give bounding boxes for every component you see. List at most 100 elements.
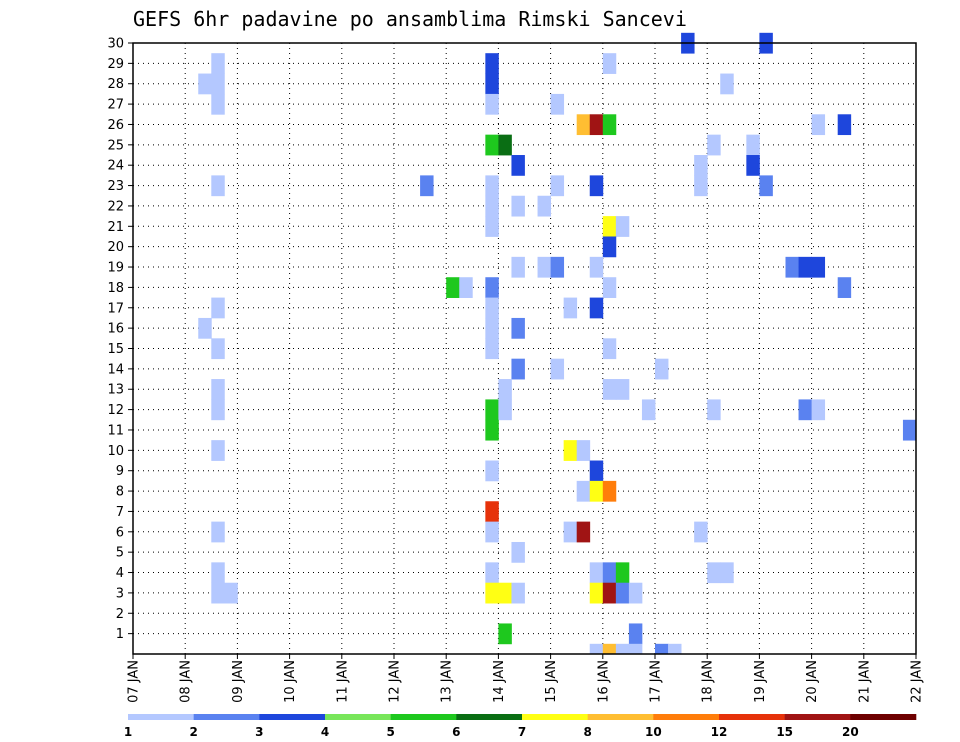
heatmap-cell <box>746 155 760 176</box>
heatmap-cell <box>602 216 617 237</box>
y-tick-label: 14 <box>107 362 124 377</box>
heatmap-cell <box>211 582 225 604</box>
y-tick-label: 10 <box>107 444 124 459</box>
y-tick-label: 9 <box>116 464 124 479</box>
y-tick-label: 7 <box>116 505 124 520</box>
y-tick-label: 21 <box>107 220 124 235</box>
y-tick-label: 24 <box>107 159 124 174</box>
y-tick-label: 25 <box>107 138 124 153</box>
y-tick-label: 13 <box>107 383 124 398</box>
heatmap-cell <box>485 582 499 604</box>
heatmap-cell <box>707 562 721 584</box>
heatmap-cell <box>498 399 512 421</box>
heatmap-cell <box>602 277 617 298</box>
heatmap-cell <box>694 521 708 543</box>
heatmap-cell <box>511 541 525 563</box>
heatmap-cell <box>198 317 212 339</box>
colorbar-segment <box>653 714 720 720</box>
colorbar-segment <box>522 714 588 720</box>
heatmap-cell <box>511 317 525 339</box>
y-tick-label: 26 <box>107 118 124 133</box>
colorbar-segment <box>587 714 654 720</box>
heatmap-cell <box>811 399 826 421</box>
heatmap-cell <box>485 501 499 523</box>
heatmap-cell <box>537 256 551 278</box>
heatmap-cell <box>211 562 225 584</box>
y-tick-label: 17 <box>107 301 124 316</box>
heatmap-cell <box>550 93 565 115</box>
heatmap-cell <box>589 562 604 584</box>
x-tick-label: 21 JAN <box>857 660 872 703</box>
colorbar-segment <box>719 714 785 720</box>
heatmap-cell <box>485 338 499 360</box>
heatmap-cell <box>837 114 852 136</box>
x-tick-label: 20 JAN <box>805 660 820 703</box>
colorbar-label: 5 <box>386 725 394 739</box>
heatmap-cell <box>798 256 812 278</box>
heatmap-cell <box>498 623 512 645</box>
heatmap-cell <box>211 93 225 115</box>
colorbar-segment <box>193 714 260 720</box>
heatmap-cell <box>746 134 760 156</box>
heatmap-cell <box>589 582 604 604</box>
heatmap-cell <box>563 521 578 543</box>
heatmap-cell <box>576 480 591 502</box>
y-tick-label: 12 <box>107 403 124 418</box>
heatmap-cell <box>485 297 499 319</box>
colorbar-segment <box>390 714 457 720</box>
colorbar-label: 3 <box>255 725 263 739</box>
y-axis-ticks: 1234567891011121314151617181920212223242… <box>107 37 133 642</box>
heatmap-cell <box>707 399 721 421</box>
colorbar-segment <box>259 714 326 720</box>
y-tick-label: 29 <box>107 57 124 72</box>
heatmap-cell <box>589 256 604 278</box>
heatmap-cell <box>641 399 656 421</box>
heatmap-cell <box>615 379 630 400</box>
colorbar-label: 8 <box>583 725 591 739</box>
colorbar-label: 15 <box>776 725 793 739</box>
colorbar-segment <box>325 714 391 720</box>
heatmap-cell <box>485 419 499 441</box>
y-tick-label: 11 <box>107 423 124 438</box>
y-tick-label: 2 <box>116 607 124 622</box>
colorbar-segment <box>456 714 523 720</box>
heatmap-cell <box>485 175 499 197</box>
heatmap-cell <box>211 73 225 95</box>
colorbar-segment <box>784 714 851 720</box>
heatmap-cell <box>785 256 799 278</box>
heatmap-cell <box>628 582 643 604</box>
heatmap-cell <box>602 480 617 502</box>
heatmap-cell <box>211 521 225 543</box>
colorbar-label: 1 <box>124 725 132 739</box>
heatmap-cell <box>615 562 630 584</box>
heatmap-cell <box>211 399 225 421</box>
heatmap-cell <box>537 195 551 217</box>
heatmap-cell <box>563 440 578 461</box>
heatmap-cell <box>550 256 565 278</box>
heatmap-cell <box>485 73 499 95</box>
y-tick-label: 27 <box>107 98 124 113</box>
heatmap-cell <box>211 338 225 360</box>
heatmap-cell <box>602 53 617 74</box>
colorbar-label: 4 <box>321 725 329 739</box>
heatmap-cell <box>694 175 708 197</box>
heatmap-cell <box>615 582 630 604</box>
heatmap-cell <box>485 277 499 298</box>
heatmap-cell <box>655 643 669 655</box>
heatmap-cell <box>615 216 630 237</box>
heatmap-cell <box>602 643 617 655</box>
heatmap-cell <box>837 277 852 298</box>
heatmap-cell <box>576 114 591 136</box>
heatmap-cell <box>211 53 225 74</box>
heatmap-cell <box>485 93 499 115</box>
heatmap-cell <box>798 399 812 421</box>
x-tick-label: 22 JAN <box>910 660 925 703</box>
heatmap-cell <box>485 317 499 339</box>
heatmap-cell <box>602 582 617 604</box>
y-tick-label: 8 <box>116 485 124 500</box>
x-tick-label: 16 JAN <box>596 660 611 703</box>
colorbar-segment <box>128 714 194 720</box>
heatmap-cell <box>576 521 591 543</box>
heatmap-cell <box>628 623 643 645</box>
